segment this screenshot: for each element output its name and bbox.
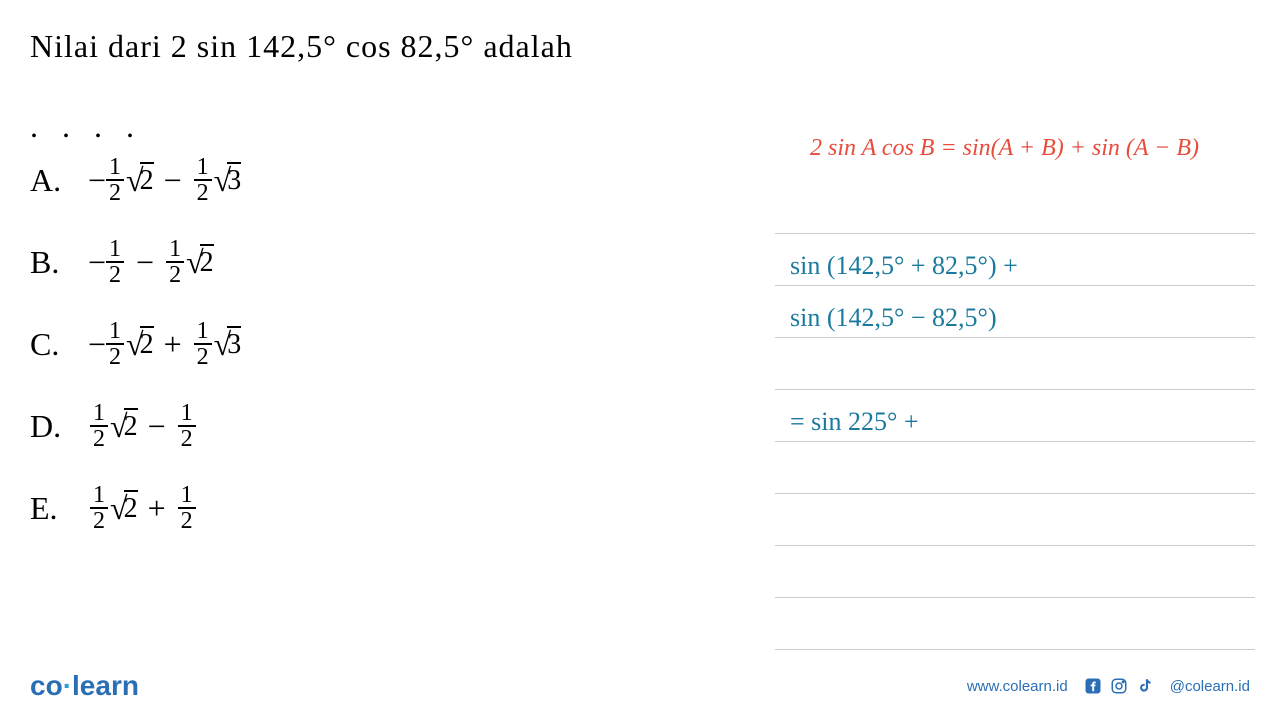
ruled-line xyxy=(775,182,1255,234)
sqrt3: √3 xyxy=(214,326,242,363)
fraction-half: 12 xyxy=(106,155,124,205)
fraction-half: 12 xyxy=(90,483,108,533)
minus-sign: − xyxy=(164,162,182,199)
ruled-line xyxy=(775,546,1255,598)
option-c-label: C. xyxy=(30,326,88,363)
ruled-line xyxy=(775,442,1255,494)
instagram-icon[interactable] xyxy=(1109,676,1129,696)
fraction-half: 12 xyxy=(106,237,124,287)
handwriting-line: = sin 225° + xyxy=(790,407,919,437)
ruled-line xyxy=(775,338,1255,390)
option-a-value: − 12 √2 − 12 √3 xyxy=(88,155,241,205)
question-text: Nilai dari 2 sin 142,5° cos 82,5° adalah xyxy=(30,28,573,65)
negative-sign: − xyxy=(88,162,106,199)
option-a: A. − 12 √2 − 12 √3 xyxy=(30,155,241,205)
facebook-icon[interactable] xyxy=(1083,676,1103,696)
website-link[interactable]: www.colearn.id xyxy=(967,678,1068,695)
logo-learn: learn xyxy=(72,670,139,701)
minus-sign: − xyxy=(136,244,154,281)
handwriting-line: sin (142,5° + 82,5°) + xyxy=(790,251,1018,281)
negative-sign: − xyxy=(88,244,106,281)
option-d-label: D. xyxy=(30,408,88,445)
minus-sign: − xyxy=(148,408,166,445)
option-e-value: 12 √2 + 12 xyxy=(88,483,198,533)
option-b: B. − 12 − 12 √2 xyxy=(30,237,241,287)
ruled-line: sin (142,5° + 82,5°) + xyxy=(775,234,1255,286)
tiktok-icon[interactable] xyxy=(1135,676,1155,696)
option-e-label: E. xyxy=(30,490,88,527)
sqrt3: √3 xyxy=(214,162,242,199)
social-icons xyxy=(1083,676,1155,696)
option-b-value: − 12 − 12 √2 xyxy=(88,237,214,287)
fraction-half: 12 xyxy=(90,401,108,451)
logo-co: co xyxy=(30,670,63,701)
handwriting-line: sin (142,5° − 82,5°) xyxy=(790,303,997,333)
fraction-half: 12 xyxy=(166,237,184,287)
option-c-value: − 12 √2 + 12 √3 xyxy=(88,319,241,369)
fraction-half: 12 xyxy=(194,155,212,205)
sqrt2: √2 xyxy=(186,244,214,281)
sqrt2: √2 xyxy=(126,326,154,363)
fraction-half: 12 xyxy=(178,483,196,533)
option-d: D. 12 √2 − 12 xyxy=(30,401,241,451)
logo-dot: · xyxy=(63,670,72,701)
fraction-half: 12 xyxy=(106,319,124,369)
option-c: C. − 12 √2 + 12 √3 xyxy=(30,319,241,369)
footer: co·learn www.colearn.id @colearn.id xyxy=(0,670,1280,702)
sqrt2: √2 xyxy=(126,162,154,199)
fraction-half: 12 xyxy=(194,319,212,369)
sqrt2: √2 xyxy=(110,408,138,445)
ruled-line xyxy=(775,494,1255,546)
plus-sign: + xyxy=(164,326,182,363)
option-a-label: A. xyxy=(30,162,88,199)
fraction-half: 12 xyxy=(178,401,196,451)
ruled-line: = sin 225° + xyxy=(775,390,1255,442)
social-handle: @colearn.id xyxy=(1170,678,1250,695)
ruled-line xyxy=(775,598,1255,650)
notes-area: 2 sin A cos B = sin(A + B) + sin (A − B)… xyxy=(775,135,1255,650)
sqrt2: √2 xyxy=(110,490,138,527)
option-d-value: 12 √2 − 12 xyxy=(88,401,198,451)
answer-dots: . . . . xyxy=(30,108,142,145)
options-container: A. − 12 √2 − 12 √3 B. − 12 − 12 √2 C. − … xyxy=(30,155,241,565)
footer-right: www.colearn.id @colearn.id xyxy=(967,676,1250,696)
option-b-label: B. xyxy=(30,244,88,281)
plus-sign: + xyxy=(148,490,166,527)
negative-sign: − xyxy=(88,326,106,363)
ruled-line: sin (142,5° − 82,5°) xyxy=(775,286,1255,338)
option-e: E. 12 √2 + 12 xyxy=(30,483,241,533)
brand-logo: co·learn xyxy=(30,670,139,702)
formula-hint: 2 sin A cos B = sin(A + B) + sin (A − B) xyxy=(810,135,1255,162)
